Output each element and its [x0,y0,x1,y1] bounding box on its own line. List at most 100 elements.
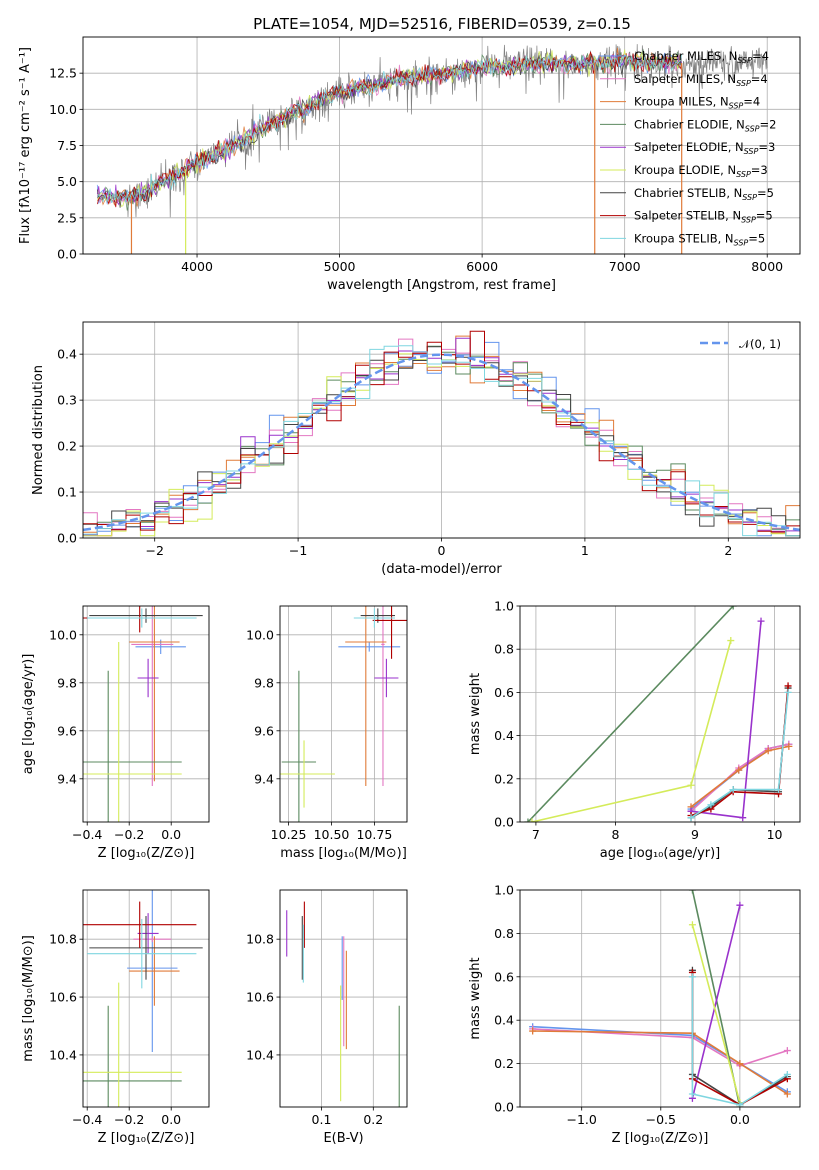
legend-label-salpeter-stelib: Salpeter STELIB, NSSP=5 [634,209,773,225]
x-tick-label: −2 [145,543,163,558]
errorbar-kroupa-miles [129,936,180,1006]
massweight-vs-age-plot-area [524,606,793,822]
histogram-kroupa-miles [83,335,800,537]
point-marker [736,1101,744,1107]
x-tick-label: −0.2 [114,1112,144,1127]
legend-label-salpeter-miles: Salpeter MILES, NSSP=4 [634,72,768,88]
axes-frame [82,36,801,255]
errorbar-kroupa-elodie [280,740,335,808]
x-tick-label: 0 [438,543,446,558]
axes-frame [519,605,801,823]
errorbar-kroupa-stelib [353,608,395,628]
point-marker [729,606,737,610]
figure-title: PLATE=1054, MJD=52516, FIBERID=0539, z=0… [253,15,631,33]
point-marker [783,1070,791,1078]
series-line [691,905,741,1099]
series-salpeter-miles [687,740,793,815]
y-tick-label: 9.4 [57,771,77,786]
y-tick-label: 0.6 [494,685,514,700]
y-tick-label: 0.0 [494,815,514,830]
errorbar-salpeter-stelib [83,901,197,948]
y-tick-label: 7.5 [57,138,77,153]
errorbar-chabrier-miles [338,642,401,652]
series-line [532,1030,788,1095]
point-marker [729,786,737,794]
x-tick-label: 0.0 [161,827,181,842]
y-tick-label: 5.0 [57,174,77,189]
x-tick-label: 7 [532,827,540,842]
y-tick-label: 9.8 [254,675,274,690]
x-tick-label: −0.5 [646,1112,676,1127]
series-chabrier-miles [687,740,793,813]
x-tick-label: −0.4 [72,1112,102,1127]
panel-mass-vs-Z: −0.4 −0.2 0.0 10.4 10.6 10.8 Z [log₁₀(Z/Z⊙)] ma… [21,889,210,1146]
legend-label-chabrier-stelib: Chabrier STELIB, NSSP=5 [634,186,774,202]
axes-frame [519,889,801,1108]
point-marker [688,890,696,894]
x-tick-label: 10.25 [271,827,307,842]
point-marker [764,747,772,755]
point-marker [785,742,793,750]
series-line [691,976,788,1106]
errorbar-salpeter-elodie [374,658,399,698]
series-line [691,924,741,1103]
point-marker [784,682,792,690]
y-tick-label: 10.4 [49,1047,77,1062]
point-marker [783,1090,791,1098]
x-axis-label: wavelength [Angstrom, rest frame] [327,278,556,293]
errorbar-chabrier-elodie [83,670,182,822]
legend-label-chabrier-miles: Chabrier MILES, NSSP=4 [634,49,769,65]
y-tick-label: 0.2 [494,771,514,786]
y-tick-label: 10.8 [246,932,274,947]
x-tick-label: 8000 [751,259,783,274]
x-axis-label: (data-model)/error [381,562,502,577]
x-axis-label: age [log₁₀(age/yr)] [600,846,721,861]
point-marker [735,766,743,774]
errorbar-salpeter-stelib [372,606,407,659]
legend-label-kroupa-elodie: Kroupa ELODIE, NSSP=3 [634,163,768,179]
x-tick-label: −0.4 [72,827,102,842]
errorbar-kroupa-stelib [87,608,197,628]
age-vs-Z-plot-area [83,606,203,822]
axes-frame [279,605,408,823]
x-tick-label: 10.75 [356,827,392,842]
x-axis-label: E(B-V) [323,1131,363,1146]
model-kroupa-stelib [96,54,683,204]
residuals-plot-area [83,330,800,537]
point-marker [687,781,695,789]
series-line [690,621,762,819]
y-tick-label: 1.0 [494,599,514,614]
errorbar-kroupa-stelib [87,918,197,989]
panel-residuals: −2 −1 0 1 2 0.0 0.1 0.2 0.3 0.4 (data-model)/error… [31,321,801,577]
y-tick-label: 10.0 [246,627,274,642]
y-tick-label: 10.4 [246,1047,274,1062]
x-tick-label: 10.50 [314,827,350,842]
series-line [690,745,790,808]
y-tick-label: 0.2 [494,1056,514,1071]
age-vs-Z-grid [83,606,209,822]
errorbar-kroupa-miles [345,606,387,786]
x-tick-label: 2 [724,543,732,558]
x-axis-label: Z [log₁₀(Z/Z⊙)] [612,1131,709,1146]
point-marker [727,637,735,645]
errorbar-salpeter-elodie [137,913,159,954]
y-tick-label: 0.0 [57,247,77,262]
point-marker [687,814,695,822]
axes-frame [279,889,408,1108]
point-marker [528,818,536,822]
series-kroupa-stelib [687,688,792,822]
x-tick-label: 0.2 [363,1112,383,1127]
y-tick-label: 0.6 [494,969,514,984]
x-tick-label: 4000 [181,259,213,274]
panel-massweight-vs-age: 7 8 9 10 0.0 0.2 0.4 0.6 0.8 1.0 age [log₁₀(age/yr… [468,599,801,861]
y-tick-label: 0.4 [494,728,514,743]
y-axis-label: Flux [fλ10⁻¹⁷ erg cm⁻² s⁻¹ A⁻¹] [18,47,33,244]
panel-age-vs-Z: −0.4 −0.2 0.0 9.4 9.6 9.8 10.0 Z [log₁₀(Z/Z⊙)] a… [21,605,210,861]
series-kroupa-elodie [528,637,735,822]
errorbar-salpeter-miles [131,606,174,786]
spectrum-legend: Chabrier MILES, NSSP=4 Salpeter MILES, NS… [600,49,776,247]
series-kroupa-stelib [688,973,791,1107]
errorbar-chabrier-miles [127,890,178,1053]
series-line [532,1028,788,1067]
point-marker [775,786,783,794]
